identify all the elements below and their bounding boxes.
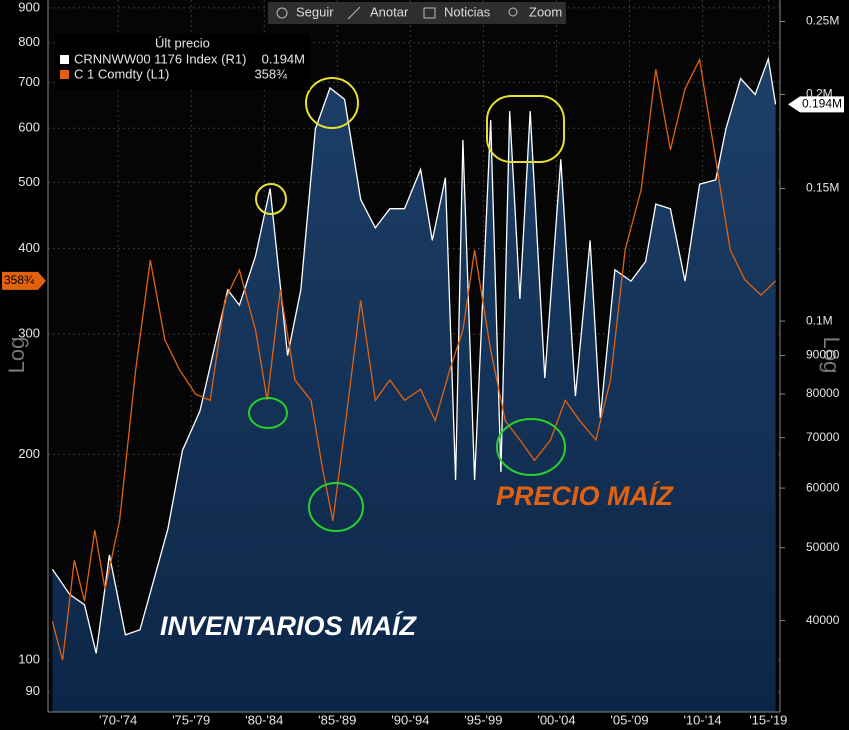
y2-tick-label: 70000 [806,430,840,444]
toolbar-bg [268,2,566,24]
y2-tick-label: 80000 [806,386,840,400]
toolbar-button[interactable]: Anotar [370,4,409,19]
toolbar: Seguir Anotar Noticias Zoom [268,2,566,24]
toolbar-button[interactable]: Zoom [529,4,562,19]
x-axis-band [0,712,849,730]
series-line [51,57,777,661]
y-tick-label: 800 [18,34,40,49]
y-axis-label: Log [4,337,29,374]
value-tag-label: 358¾ [4,273,35,287]
annotation: INVENTARIOS MAÍZ [160,610,418,641]
x-tick-label: '75-'79 [172,712,210,727]
y-tick-label: 90 [26,683,40,698]
icon [347,6,361,20]
y-tick-label: 900 [18,0,40,14]
y2-tick-label: 60000 [806,480,840,494]
y-tick-label: 100 [18,652,40,667]
x-tick-label: '80-'84 [245,712,283,727]
y2-axis-label: Log [819,337,844,374]
annotation: PRECIO MAÍZ [496,480,675,511]
y2-tick-label: 90000 [806,348,840,362]
y2-tick-label: 0.1M [806,313,833,327]
legend-label: CRNNWW00 1176 Index (R1) [74,51,246,66]
y2-tick-label: 0.15M [806,181,839,195]
icon [423,7,436,19]
highlight-circles [248,77,566,532]
x-tick-label: '70-'74 [99,712,137,727]
x-tick-label: '15-'19 [749,712,787,727]
legend-bg [55,34,310,90]
value-tag [2,271,46,290]
legend-value: 358¾ [254,66,287,81]
plot [48,0,780,712]
series-line [51,56,777,654]
y-tick-label: 500 [18,174,40,189]
y-tick-label: 700 [18,74,40,89]
x-tick-label: '90-'94 [391,712,429,727]
x-tick-label: '95-'99 [464,712,502,727]
toolbar-button[interactable]: Seguir [296,4,334,19]
legend: Últ precio [55,34,310,90]
x-tick-label: '05-'09 [610,712,648,727]
value-tag-label: 0.194M [802,97,842,111]
y-tick-label: 200 [18,446,40,461]
area-fill [52,58,776,712]
x-tick-label: '00-'04 [537,712,575,727]
legend-value: 0.194M [262,51,305,66]
legend-label: C 1 Comdty (L1) [74,66,169,81]
y-tick-label: 400 [18,240,40,255]
y-tick-label: 600 [18,120,40,135]
y2-tick-label: 50000 [806,540,840,554]
icon [508,7,518,17]
x-tick-label: '85-'89 [318,712,356,727]
y2-tick-label: 0.25M [806,14,839,28]
legend-swatch [60,70,69,79]
y2-tick-label: 40000 [806,613,840,627]
icon [276,7,288,19]
legend-title: Últ precio [155,35,210,50]
value-tag [788,96,844,113]
toolbar-button[interactable]: Noticias [444,4,491,19]
legend-swatch [60,55,69,64]
y-tick-label: 300 [18,325,40,340]
x-tick-label: '10-'14 [683,712,721,727]
